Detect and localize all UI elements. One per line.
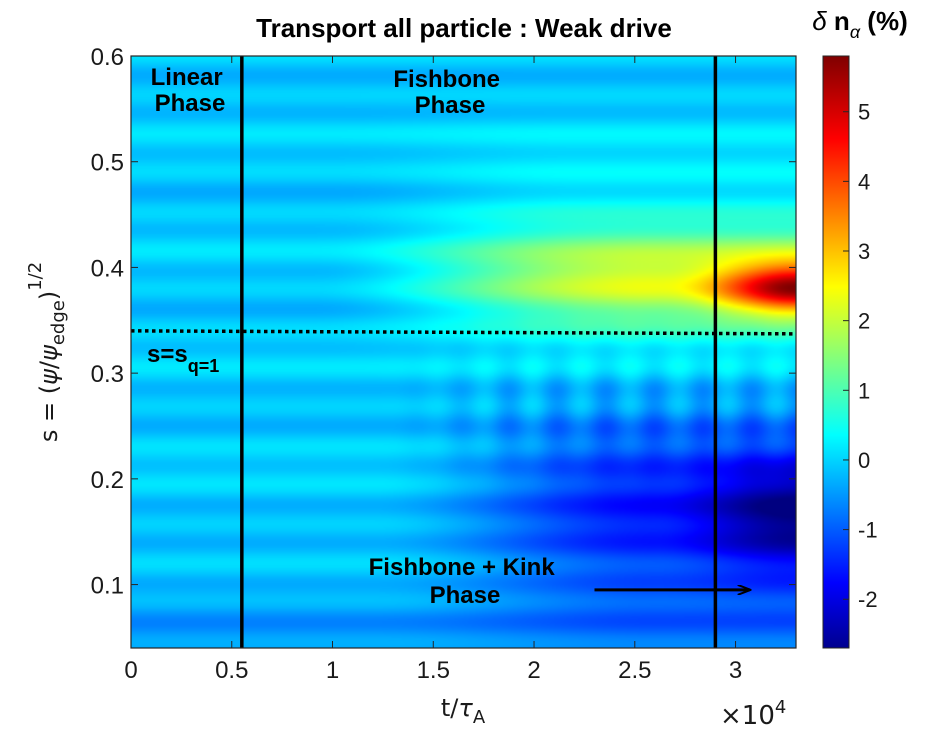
y-tick-label: 0.5 <box>91 150 124 177</box>
colorbar-tick-label: -2 <box>858 587 878 612</box>
y-tick-label: 0.3 <box>91 361 124 388</box>
x-multiplier: ×104 <box>720 697 786 731</box>
x-tick-label: 2 <box>527 657 540 684</box>
y-axis-label: s = (ψ/ψedge)1/2 <box>25 262 69 442</box>
fishbone-kink-phase-label: Fishbone + Kink Phase <box>369 554 562 609</box>
colorbar-tick-label: 3 <box>858 239 870 264</box>
linear-phase-label: Linear Phase <box>151 64 230 117</box>
q1-surface-line <box>131 329 796 336</box>
x-tick-label: 1.5 <box>417 657 450 684</box>
colorbar-tick-label: 2 <box>858 309 870 334</box>
colorbar <box>822 55 850 649</box>
colorbar-tick-label: 5 <box>858 100 870 125</box>
plot-frame <box>130 55 797 649</box>
q1-surface-label: s=sq=1 <box>147 341 219 376</box>
x-tick-label: 1 <box>326 657 339 684</box>
x-axis-label: t/τA <box>441 694 486 728</box>
colorbar-tick-label: -1 <box>858 518 878 543</box>
y-tick-label: 0.6 <box>91 44 124 71</box>
x-tick-label: 2.5 <box>618 657 651 684</box>
colorbar-label: δ nα (%) <box>812 6 908 42</box>
y-tick-label: 0.1 <box>91 573 124 600</box>
colorbar-tick-label: 1 <box>858 378 870 403</box>
x-tick-label: 0.5 <box>215 657 248 684</box>
y-tick-label: 0.2 <box>91 467 124 494</box>
colorbar-tick-label: 4 <box>858 169 870 194</box>
chart-title: Transport all particle : Weak drive <box>256 13 672 43</box>
fishbone-phase-label: Fishbone Phase <box>393 66 506 119</box>
x-tick-label: 3 <box>729 657 742 684</box>
y-tick-label: 0.4 <box>91 255 124 282</box>
colorbar-tick-label: 0 <box>858 448 870 473</box>
x-tick-label: 0 <box>124 657 137 684</box>
